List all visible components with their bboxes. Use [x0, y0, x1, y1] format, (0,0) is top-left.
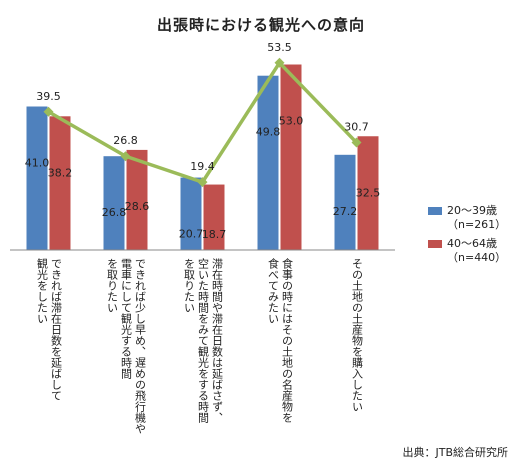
line-marker-3: [274, 57, 285, 68]
source-note: 出典：JTB総合研究所: [402, 446, 508, 459]
category-label-3-line-0: 食事の時にはその土地の名産物を: [280, 258, 294, 423]
bar-s0-c2: [180, 177, 202, 250]
category-label-4: その土地の土産物を購入したい: [350, 258, 364, 448]
legend: 20〜39歳 （n=261） 40〜64歳 （n=440）: [428, 204, 506, 270]
category-label-1: できれば少し早め、遅めの飛行機や 電車にして観光する時間 を取りたい: [105, 258, 147, 448]
category-label-4-line-0: その土地の土産物を購入したい: [350, 258, 364, 412]
legend-n-series-0: （n=261）: [447, 218, 507, 231]
bar-s1-c3: [280, 64, 302, 250]
data-label-s0-c0: 41.0: [25, 157, 50, 170]
data-label-s1-c1: 28.6: [125, 200, 150, 213]
category-label-1-line-2: を取りたい: [105, 258, 119, 313]
category-label-0: できれば滞在日数を延ばして 観光をしたい: [35, 258, 63, 448]
legend-label-series-0: 20〜39歳: [447, 204, 497, 217]
category-label-3-line-1: 食べてみたい: [266, 258, 280, 324]
line-label-2: 19.4: [190, 160, 215, 173]
legend-swatch-series-1: [428, 240, 442, 248]
line-marker-4: [351, 137, 362, 148]
category-label-2-line-2: を取りたい: [182, 258, 196, 313]
bar-s0-c4: [334, 154, 356, 250]
line-marker-1: [120, 151, 131, 162]
bar-s1-c0: [49, 116, 71, 250]
legend-label-series-1: 40〜64歳: [447, 237, 497, 250]
bar-s1-c2: [203, 184, 225, 250]
category-label-3: 食事の時にはその土地の名産物を 食べてみたい: [266, 258, 294, 448]
data-label-s0-c2: 20.7: [179, 228, 204, 241]
line-marker-0: [43, 106, 54, 117]
legend-swatch-series-0: [428, 207, 442, 215]
line-label-3: 53.5: [267, 41, 292, 54]
line-label-0: 39.5: [36, 90, 61, 103]
category-label-0-line-1: 観光をしたい: [35, 258, 49, 324]
bar-s0-c0: [26, 106, 48, 250]
category-label-0-line-0: できれば滞在日数を延ばして: [49, 258, 63, 401]
line-label-4: 30.7: [344, 121, 369, 134]
category-label-2-line-0: 滞在時間や滞在日数は延ばさず、: [210, 258, 224, 423]
data-label-s0-c1: 26.8: [102, 206, 127, 219]
legend-item-series-0: 20〜39歳: [428, 204, 506, 218]
category-label-1-line-0: できれば少し早め、遅めの飛行機や: [133, 258, 147, 434]
data-label-s0-c3: 49.8: [256, 126, 281, 139]
bar-s1-c4: [357, 136, 379, 250]
data-label-s1-c4: 32.5: [356, 186, 381, 199]
category-label-2: 滞在時間や滞在日数は延ばさず、 空いた時間をみて観光をする時間 を取りたい: [182, 258, 224, 448]
bar-s1-c1: [126, 149, 148, 250]
line-marker-2: [197, 177, 208, 188]
data-label-s1-c2: 18.7: [202, 228, 227, 241]
legend-item-series-1: 40〜64歳: [428, 237, 506, 251]
chart-title: 出張時における観光への意向: [156, 16, 365, 34]
data-label-s0-c4: 27.2: [333, 205, 358, 218]
line-label-1: 26.8: [113, 134, 138, 147]
data-label-s1-c3: 53.0: [279, 115, 304, 128]
data-label-s1-c0: 38.2: [48, 166, 73, 179]
category-label-1-line-1: 電車にして観光する時間: [119, 258, 133, 379]
bar-s0-c1: [103, 156, 125, 250]
category-label-2-line-1: 空いた時間をみて観光をする時間: [196, 258, 210, 423]
legend-n-series-1: （n=440）: [447, 251, 507, 264]
bar-s0-c3: [257, 75, 279, 250]
